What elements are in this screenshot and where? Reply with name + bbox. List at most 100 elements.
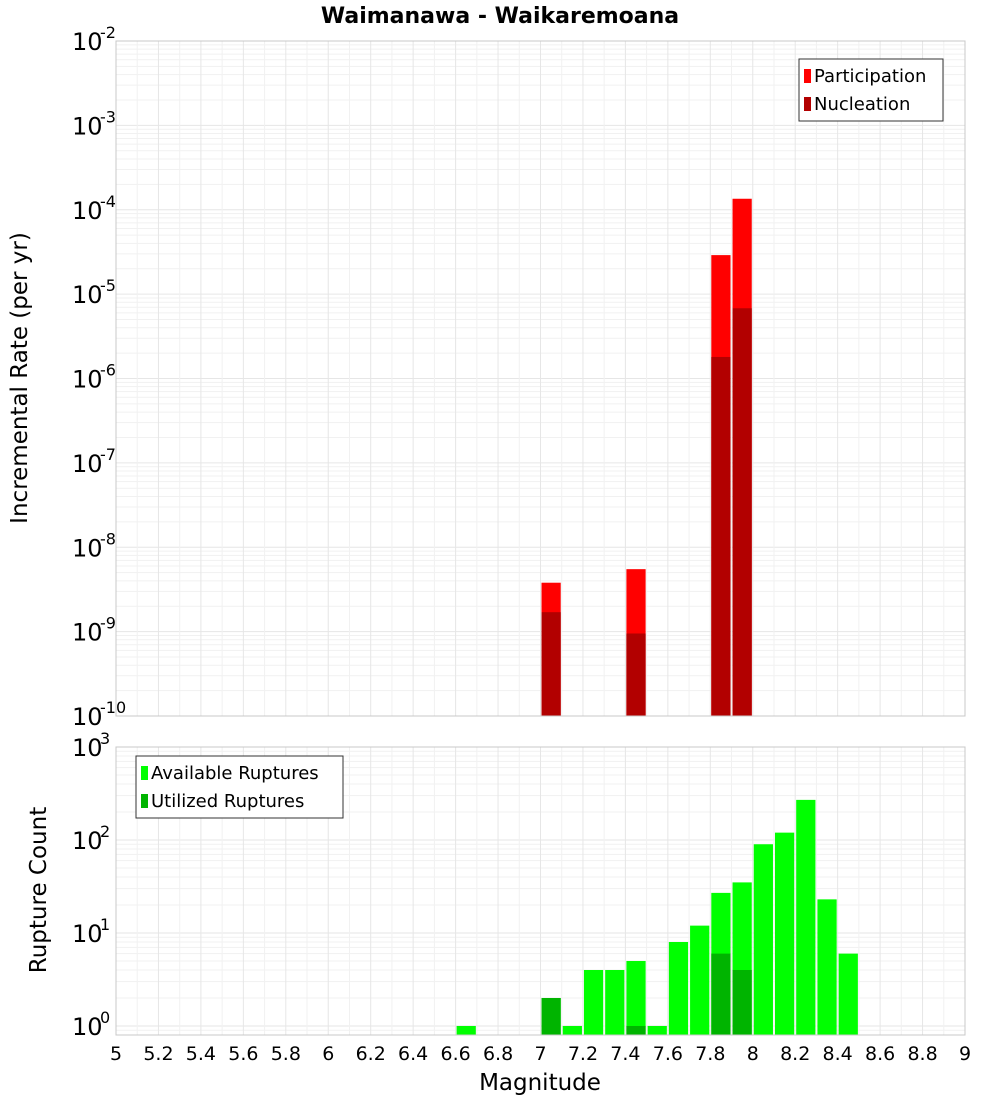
- rate-y-tick-exp: -10: [100, 698, 126, 717]
- count-legend-swatch: [141, 794, 148, 808]
- rate-legend-swatch: [804, 97, 811, 111]
- rate-bar: [541, 612, 561, 716]
- count-bar: [583, 969, 604, 1035]
- rate-y-tick-label: 10-9: [72, 614, 116, 647]
- rate-y-tick-base: 10: [72, 450, 103, 478]
- count-y-tick-exp: 1: [100, 915, 110, 934]
- rate-y-tick-base: 10: [72, 197, 103, 225]
- count-bar: [647, 1025, 667, 1035]
- count-plot-frame: [115, 746, 966, 1036]
- x-tick-label: 7.4: [610, 1043, 640, 1065]
- count-bar: [668, 942, 689, 1035]
- rate-y-tick-exp: -4: [100, 192, 116, 211]
- count-series-available-ruptures: [456, 799, 858, 1035]
- rate-y-tick-base: 10: [72, 703, 103, 731]
- count-y-tick-label: 101: [72, 915, 110, 948]
- count-bar: [774, 832, 795, 1035]
- rate-y-tick-exp: -8: [100, 529, 116, 548]
- count-y-tick-base: 10: [72, 1013, 103, 1041]
- x-tick-label: 7.6: [653, 1043, 683, 1065]
- rate-y-tick-label: 10-5: [72, 276, 116, 309]
- count-legend-entry: Utilized Ruptures: [151, 791, 304, 812]
- x-tick-label: 8.4: [823, 1043, 853, 1065]
- count-legend: Available Ruptures Utilized Ruptures: [135, 755, 344, 819]
- rate-y-axis-label: Incremental Rate (per yr): [7, 232, 33, 524]
- x-tick-label: 6: [322, 1043, 334, 1065]
- rate-bar: [711, 356, 731, 716]
- count-y-tick-base: 10: [72, 920, 103, 948]
- count-y-tick-base: 10: [72, 827, 103, 855]
- count-y-tick-exp: 3: [100, 729, 110, 748]
- count-y-tick-label: 102: [72, 822, 110, 855]
- count-bar: [562, 1025, 582, 1035]
- x-tick-label: 6.4: [398, 1043, 428, 1065]
- count-y-tick-exp: 2: [100, 822, 110, 841]
- count-y-tick-base: 10: [72, 734, 103, 762]
- count-legend-entry: Available Ruptures: [151, 763, 319, 784]
- rate-legend-box: [798, 58, 944, 122]
- count-series-utilized-ruptures: [541, 953, 752, 1035]
- rate-bar: [626, 633, 646, 716]
- rate-legend: Participation Nucleation: [798, 58, 944, 122]
- rate-y-tick-base: 10: [72, 534, 103, 562]
- rate-y-tick-label: 10-10: [72, 698, 126, 731]
- rate-grid: [115, 40, 966, 717]
- x-tick-label: 5.4: [186, 1043, 216, 1065]
- x-axis-label: Magnitude: [479, 1070, 601, 1096]
- rate-y-tick-label: 10-4: [72, 192, 116, 225]
- count-bar: [732, 969, 752, 1035]
- x-tick-label: 8.8: [907, 1043, 937, 1065]
- rate-y-tick-exp: -6: [100, 361, 116, 380]
- x-tick-label: 6.2: [356, 1043, 386, 1065]
- chart-title: Waimanawa - Waikaremoana: [321, 4, 679, 29]
- count-y-tick-label: 103: [72, 729, 110, 762]
- count-legend-swatch: [141, 766, 148, 780]
- x-tick-label: 8: [747, 1043, 759, 1065]
- rate-y-tick-label: 10-8: [72, 529, 116, 562]
- rate-y-tick-label: 10-7: [72, 445, 116, 478]
- rate-y-tick-base: 10: [72, 366, 103, 394]
- x-tick-label: 5.6: [228, 1043, 258, 1065]
- rate-legend-entry: Participation: [814, 66, 926, 87]
- count-bar: [605, 969, 625, 1035]
- rate-series-nucleation: [541, 308, 752, 716]
- x-tick-label: 5.2: [143, 1043, 173, 1065]
- count-bar: [456, 1025, 476, 1035]
- rate-y-tick-label: 10-2: [72, 23, 116, 56]
- count-bar: [711, 953, 731, 1035]
- rate-y-tick-exp: -7: [100, 445, 116, 464]
- count-bar: [838, 953, 858, 1035]
- rate-y-tick-exp: -5: [100, 276, 116, 295]
- rate-legend-swatch: [804, 69, 811, 83]
- rate-y-tick-label: 10-3: [72, 107, 116, 140]
- rate-y-tick-exp: -2: [100, 23, 116, 42]
- count-legend-box: [135, 755, 344, 819]
- rate-y-tick-base: 10: [72, 112, 103, 140]
- rate-legend-entry: Nucleation: [814, 94, 910, 115]
- x-tick-label: 8.6: [865, 1043, 895, 1065]
- x-tick-label: 7: [534, 1043, 546, 1065]
- x-tick-label: 6.6: [440, 1043, 470, 1065]
- count-bar: [817, 899, 837, 1035]
- rate-y-tick-base: 10: [72, 281, 103, 309]
- count-bar: [541, 997, 561, 1035]
- rate-bar: [732, 308, 752, 716]
- count-bar: [690, 925, 710, 1035]
- count-bar: [626, 960, 646, 1035]
- count-y-tick-label: 100: [72, 1008, 110, 1041]
- count-y-axis-label: Rupture Count: [26, 807, 52, 973]
- x-tick-label: 6.8: [483, 1043, 513, 1065]
- rate-y-tick-base: 10: [72, 28, 103, 56]
- rate-y-tick-exp: -9: [100, 614, 116, 633]
- x-tick-label: 8.2: [780, 1043, 810, 1065]
- x-tick-label: 7.2: [568, 1043, 598, 1065]
- rate-y-tick-exp: -3: [100, 107, 116, 126]
- x-tick-label: 7.8: [695, 1043, 725, 1065]
- count-bar: [796, 799, 816, 1035]
- count-bar: [626, 1025, 646, 1035]
- count-y-tick-exp: 0: [100, 1008, 110, 1027]
- rate-y-tick-label: 10-6: [72, 361, 116, 394]
- count-bar: [753, 844, 773, 1035]
